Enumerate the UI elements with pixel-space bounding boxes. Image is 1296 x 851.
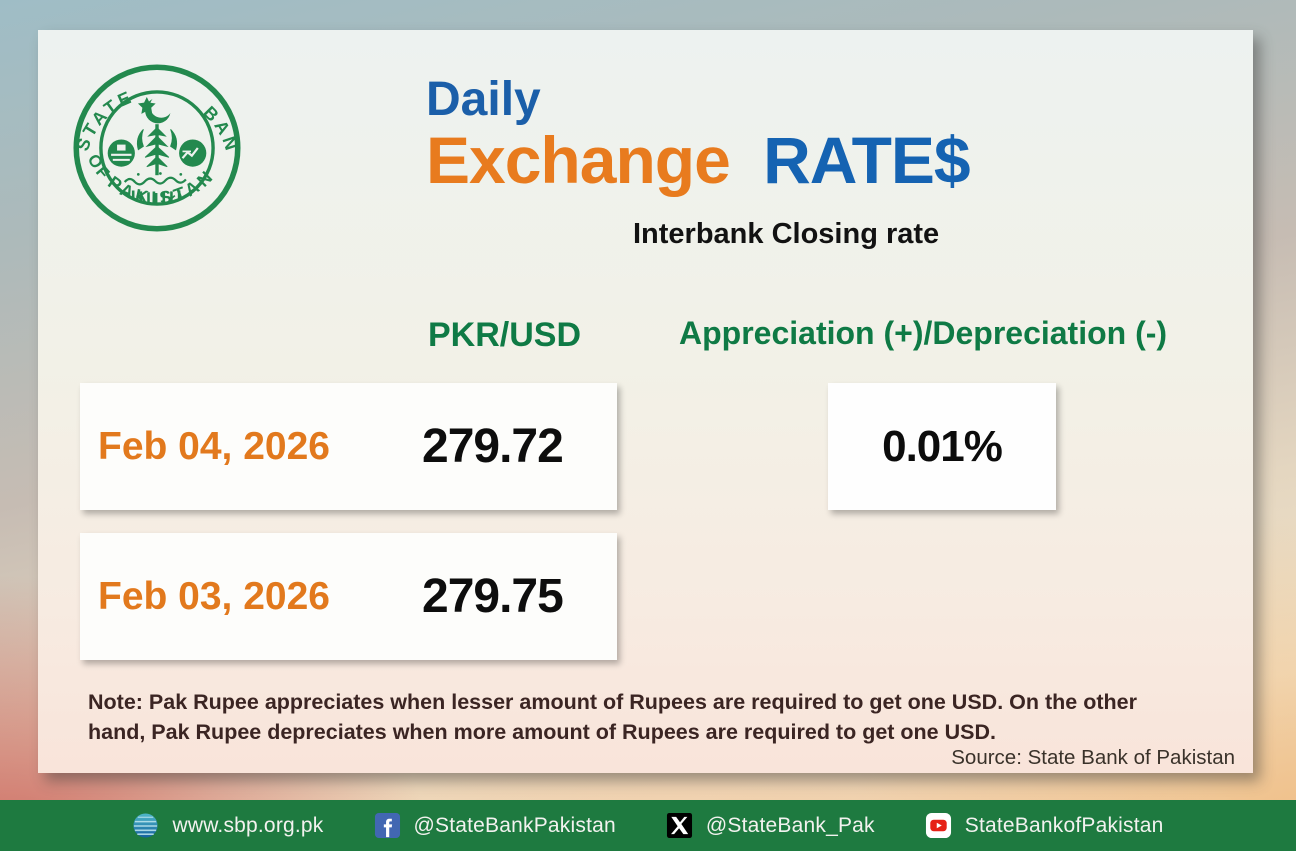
change-box: 0.01% (828, 383, 1056, 510)
bottom-strokes (131, 190, 181, 204)
footer-item-website[interactable]: www.sbp.org.pk (132, 812, 323, 839)
crescent-star-icon (137, 94, 173, 124)
column-header-pkr-usd: PKR/USD (428, 316, 582, 354)
row-date: Feb 04, 2026 (98, 424, 330, 468)
table-row: Feb 04, 2026 279.72 (80, 383, 617, 510)
kicker-daily: Daily (426, 73, 541, 126)
footer-social-bar: www.sbp.org.pk @StateBankPakistan @State… (0, 800, 1296, 851)
footer-website-label: www.sbp.org.pk (172, 813, 324, 837)
page-title: Exchange RATE$ (426, 122, 971, 198)
svg-text:PAKISTAN: PAKISTAN (104, 164, 219, 208)
footer-youtube-label: StateBankofPakistan (964, 813, 1164, 837)
main-card: STATE BANK OF PAKISTAN (38, 30, 1253, 773)
footer-x-label: @StateBank_Pak (705, 813, 875, 837)
footer-item-x[interactable]: @StateBank_Pak (666, 812, 875, 839)
row-rate: 279.75 (422, 570, 564, 623)
row-date: Feb 03, 2026 (98, 574, 330, 618)
title-rates: RATE$ (763, 123, 970, 197)
footer-item-facebook[interactable]: @StateBankPakistan (374, 812, 616, 839)
facebook-icon (374, 812, 400, 839)
change-value: 0.01% (882, 421, 1003, 471)
subtitle-interbank: Interbank Closing rate (633, 218, 940, 250)
source-text: Source: State Bank of Pakistan (951, 746, 1235, 769)
youtube-icon (925, 812, 951, 839)
x-icon (666, 812, 692, 839)
table-row: Feb 03, 2026 279.75 (80, 533, 617, 660)
note-text: Note: Pak Rupee appreciates when lesser … (88, 690, 1137, 744)
title-exchange: Exchange (426, 123, 731, 197)
palm-sprig-icon (136, 124, 178, 176)
sbp-logo-icon: STATE BANK OF PAKISTAN (72, 63, 241, 232)
row-rate: 279.72 (422, 420, 564, 473)
footer-facebook-label: @StateBankPakistan (413, 813, 616, 837)
globe-icon (133, 813, 159, 838)
medallion-icons (107, 139, 207, 167)
column-header-appreciation-depreciation: Appreciation (+)/Depreciation (-) (679, 315, 1168, 351)
calligraphy-band (123, 176, 187, 186)
footer-item-youtube[interactable]: StateBankofPakistan (925, 812, 1164, 839)
